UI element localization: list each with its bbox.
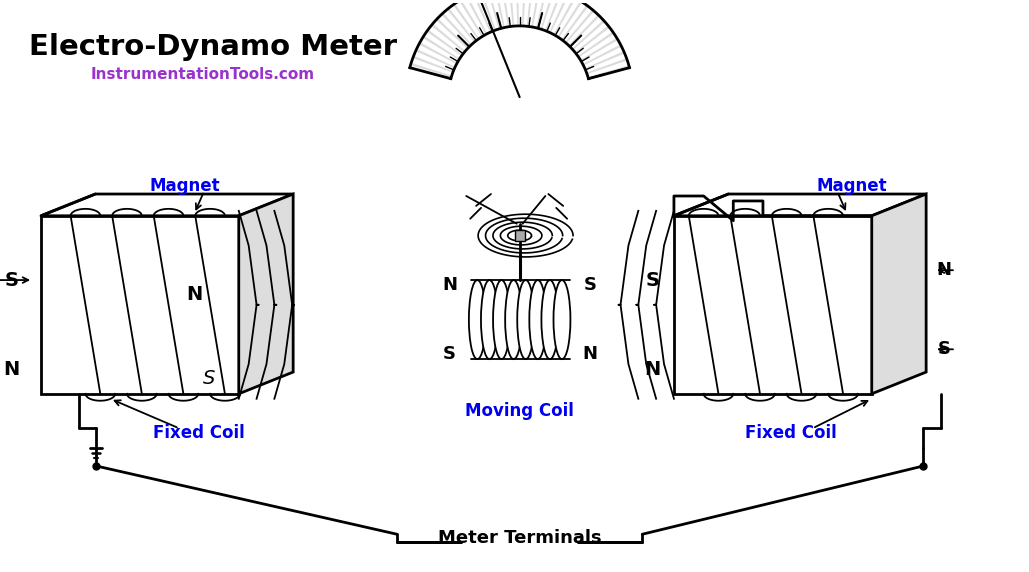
Polygon shape xyxy=(562,5,589,41)
Polygon shape xyxy=(487,0,500,29)
Polygon shape xyxy=(427,30,462,56)
Text: InstrumentationTools.com: InstrumentationTools.com xyxy=(91,67,315,82)
Polygon shape xyxy=(872,194,926,394)
Ellipse shape xyxy=(518,280,534,359)
Text: Fixed Coil: Fixed Coil xyxy=(745,424,837,442)
Polygon shape xyxy=(580,38,618,61)
Polygon shape xyxy=(536,0,548,28)
Polygon shape xyxy=(459,0,483,37)
Polygon shape xyxy=(436,18,468,49)
Text: N: N xyxy=(644,360,661,379)
Polygon shape xyxy=(239,194,293,394)
Text: Fixed Coil: Fixed Coil xyxy=(153,424,245,442)
Polygon shape xyxy=(558,1,582,38)
Polygon shape xyxy=(575,26,609,54)
Text: Meter Terminals: Meter Terminals xyxy=(437,529,602,547)
Polygon shape xyxy=(508,0,514,26)
Polygon shape xyxy=(545,0,563,31)
Ellipse shape xyxy=(481,280,498,359)
Polygon shape xyxy=(674,194,926,216)
Text: S: S xyxy=(583,276,597,294)
Text: S: S xyxy=(937,340,951,358)
Polygon shape xyxy=(531,0,541,27)
Polygon shape xyxy=(413,56,454,73)
Ellipse shape xyxy=(529,280,546,359)
Polygon shape xyxy=(423,35,460,60)
Polygon shape xyxy=(549,0,569,33)
Ellipse shape xyxy=(505,280,522,359)
Polygon shape xyxy=(480,0,496,30)
Text: N: N xyxy=(582,345,598,363)
Polygon shape xyxy=(582,45,622,66)
Polygon shape xyxy=(431,23,465,52)
Text: N: N xyxy=(936,261,952,279)
Polygon shape xyxy=(587,58,628,74)
Polygon shape xyxy=(572,20,605,50)
Polygon shape xyxy=(569,14,600,46)
Text: S: S xyxy=(645,271,660,289)
Polygon shape xyxy=(416,49,455,68)
Ellipse shape xyxy=(469,280,486,359)
Polygon shape xyxy=(447,8,475,42)
Polygon shape xyxy=(588,65,630,79)
Polygon shape xyxy=(565,10,594,43)
Polygon shape xyxy=(540,0,556,30)
Polygon shape xyxy=(472,0,492,33)
Polygon shape xyxy=(522,0,526,26)
Polygon shape xyxy=(578,31,614,57)
Text: N: N xyxy=(186,285,203,304)
Text: S: S xyxy=(203,370,215,388)
Polygon shape xyxy=(501,0,509,27)
Polygon shape xyxy=(465,280,574,359)
Text: Magnet: Magnet xyxy=(817,177,887,195)
Text: Electro-Dynamo Meter: Electro-Dynamo Meter xyxy=(29,33,397,61)
Text: Magnet: Magnet xyxy=(149,177,219,195)
Text: S: S xyxy=(4,271,19,289)
Ellipse shape xyxy=(493,280,510,359)
Polygon shape xyxy=(584,51,625,70)
Polygon shape xyxy=(41,194,293,216)
Text: N: N xyxy=(441,276,457,294)
Text: N: N xyxy=(3,360,20,379)
Polygon shape xyxy=(527,0,533,26)
Polygon shape xyxy=(419,42,457,64)
Ellipse shape xyxy=(554,280,570,359)
Polygon shape xyxy=(441,13,471,45)
Polygon shape xyxy=(494,0,505,28)
Polygon shape xyxy=(674,216,872,394)
Polygon shape xyxy=(516,0,519,26)
Polygon shape xyxy=(453,3,480,39)
Polygon shape xyxy=(465,0,487,34)
Text: S: S xyxy=(442,345,456,363)
Polygon shape xyxy=(514,229,525,241)
Polygon shape xyxy=(41,216,239,394)
Polygon shape xyxy=(411,63,452,77)
Text: Moving Coil: Moving Coil xyxy=(465,402,574,420)
Ellipse shape xyxy=(541,280,559,359)
Polygon shape xyxy=(554,0,576,35)
